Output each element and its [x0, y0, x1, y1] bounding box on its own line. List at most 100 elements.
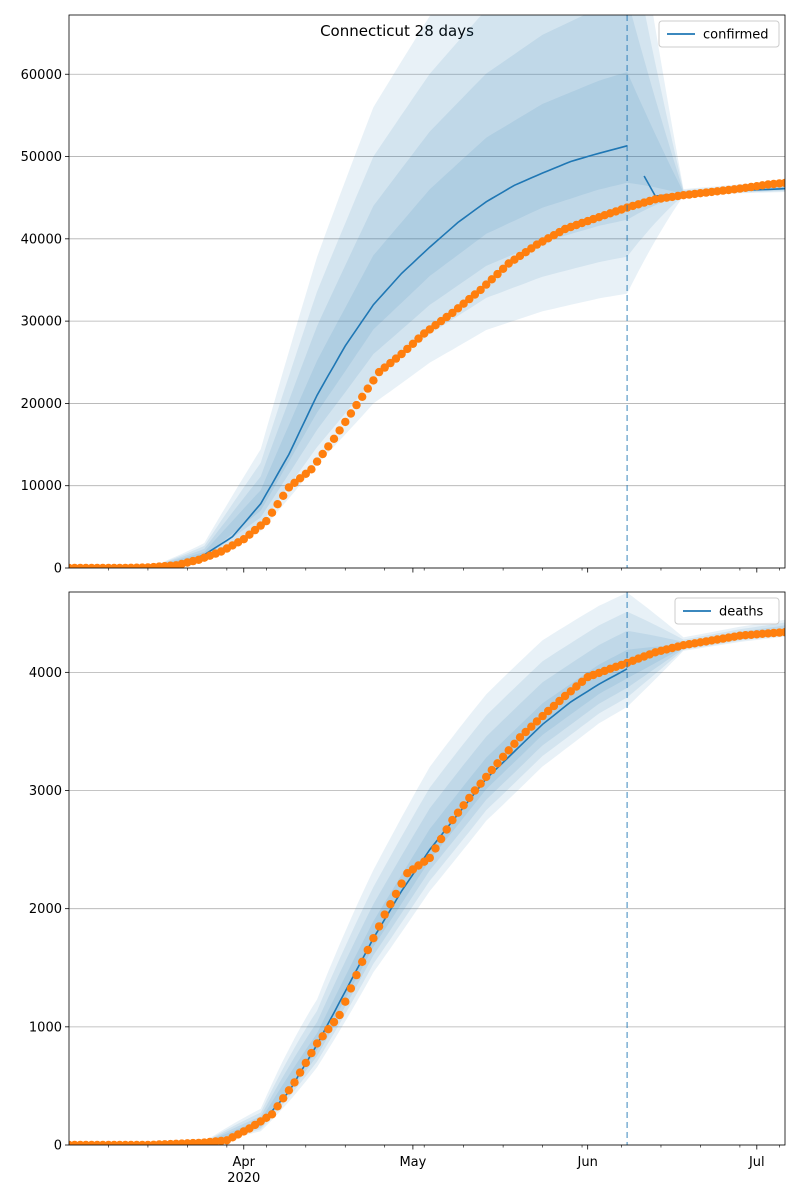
legend-box [658, 20, 780, 48]
observed-point [290, 1078, 299, 1087]
observed-point [239, 535, 248, 544]
observed-point [476, 779, 485, 788]
observed-point [572, 682, 581, 691]
observed-point [425, 853, 434, 863]
observed-point [493, 759, 502, 768]
observed-point [538, 711, 547, 721]
observed-point [544, 706, 553, 716]
x-tick-label: Jul [748, 1155, 765, 1170]
y-tick-label: 50000 [21, 150, 62, 165]
y-tick-label: 40000 [21, 232, 62, 247]
observed-point [250, 525, 260, 535]
observed-point [335, 426, 344, 435]
y-tick-label: 20000 [21, 397, 62, 412]
observed-point [436, 834, 446, 844]
observed-point [780, 178, 785, 188]
uncertainty-band [69, 592, 785, 1145]
y-tick-label: 4000 [29, 666, 62, 681]
observed-point [329, 1017, 339, 1027]
observed-point [284, 1086, 294, 1095]
observed-point [780, 628, 785, 637]
observed-point [374, 367, 384, 377]
observed-point [555, 696, 564, 706]
observed-point [290, 478, 299, 487]
y-tick-label: 3000 [29, 784, 62, 799]
observed-point [307, 1048, 316, 1058]
observed-point [374, 922, 384, 931]
figure-title: Connecticut 28 days [320, 22, 474, 40]
uncertainty-band [69, 15, 785, 568]
observed-point [515, 733, 525, 742]
observed-point [459, 299, 468, 308]
uncertainty-band [69, 15, 785, 568]
observed-point [510, 739, 519, 748]
observed-point [284, 483, 294, 492]
observed-point [577, 677, 587, 686]
observed-point [476, 285, 485, 295]
observed-point [470, 786, 480, 795]
observed-point [453, 808, 463, 817]
observed-point [262, 516, 271, 526]
observed-point [380, 910, 389, 919]
observed-point [245, 530, 254, 539]
observed-point [504, 746, 513, 755]
observed-point [307, 465, 316, 474]
y-tick-label: 0 [54, 1139, 62, 1154]
observed-point [498, 264, 508, 273]
observed-point [295, 474, 305, 483]
observed-point [414, 334, 423, 343]
y-tick-label: 0 [54, 562, 62, 577]
plot-content [69, 592, 785, 1145]
observed-point [369, 934, 378, 943]
legend: confirmed [658, 20, 780, 48]
observed-point [318, 449, 327, 459]
observed-point [358, 392, 367, 401]
observed-point [532, 717, 542, 726]
observed-point [470, 290, 480, 299]
observed-point [442, 825, 451, 834]
observed-point [465, 793, 474, 803]
observed-point [301, 469, 310, 478]
observed-point [312, 1039, 322, 1048]
x-tick-label: Jun [577, 1155, 598, 1170]
observed-point [566, 687, 575, 696]
observed-point [352, 970, 361, 980]
observed-point [521, 727, 530, 737]
observed-point [560, 691, 570, 701]
observed-point [341, 997, 350, 1006]
observed-point [329, 434, 339, 443]
y-tick-label: 2000 [29, 902, 62, 917]
confirmed-chart: 0 10000 20000 30000 40000 50000 60000 confirmed [21, 14, 786, 577]
observed-point [448, 308, 457, 318]
observed-point [295, 1068, 305, 1077]
x-tick-label: May [399, 1155, 426, 1170]
observed-point [549, 701, 559, 711]
observed-point [324, 442, 333, 451]
axes-frame [68, 14, 786, 569]
observed-point [267, 1110, 277, 1119]
observed-point [482, 280, 491, 289]
axes-frame [68, 591, 786, 1146]
observed-point [312, 457, 322, 466]
observed-point [279, 491, 288, 500]
observed-point [346, 409, 356, 418]
observed-point [453, 304, 463, 313]
plot-content [69, 15, 785, 568]
observed-point [341, 417, 350, 427]
observed-point [369, 376, 378, 385]
observed-point [403, 344, 412, 354]
observed-point [267, 508, 277, 517]
x-tick-label: Apr [233, 1155, 256, 1170]
legend: deaths [674, 597, 780, 625]
observed-point [363, 945, 372, 955]
observed-point [397, 879, 406, 888]
observed-point [408, 339, 418, 348]
y-tick-label: 60000 [21, 68, 62, 83]
observed-point [324, 1025, 333, 1034]
observed-point [386, 358, 395, 368]
legend-label: confirmed [703, 28, 769, 43]
observed-point [391, 354, 401, 363]
observed-point [487, 275, 496, 284]
